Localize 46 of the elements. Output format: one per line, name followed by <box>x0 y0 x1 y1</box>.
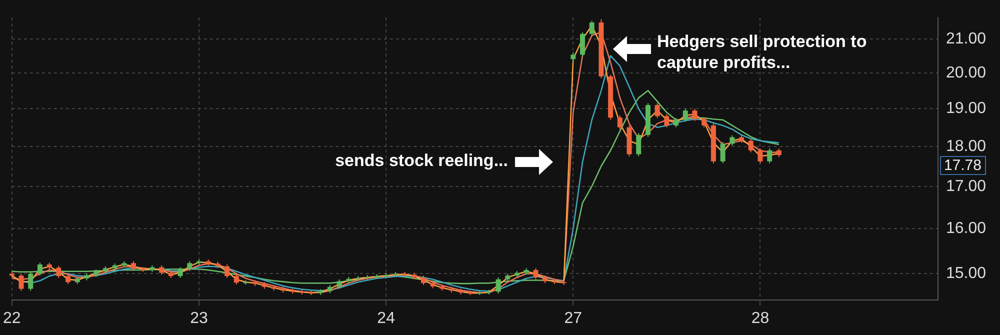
candlestick <box>702 116 707 128</box>
y-tick-label: 15.00 <box>946 265 986 282</box>
candlestick <box>664 114 670 128</box>
candlestick <box>420 275 426 286</box>
candlestick <box>720 141 726 164</box>
x-tick-label: 23 <box>190 310 208 327</box>
candlestick <box>66 274 71 285</box>
candlestick <box>692 108 698 122</box>
candlestick <box>224 264 230 278</box>
y-tick-label: 21.00 <box>946 30 986 48</box>
x-tick-label: 28 <box>751 310 770 327</box>
candlestick <box>654 102 660 118</box>
candlestick <box>336 278 342 290</box>
y-tick-label: 18.00 <box>946 138 986 155</box>
candlestick <box>187 260 192 272</box>
y-tick-label: 17.00 <box>946 178 986 195</box>
candlestick <box>767 148 772 164</box>
candlestick <box>533 268 538 280</box>
candlestick <box>682 108 688 122</box>
candlestick <box>636 132 642 157</box>
candlestick <box>589 20 594 36</box>
candlestick <box>758 148 763 164</box>
candlestick <box>580 32 586 57</box>
candlestick <box>496 276 501 294</box>
x-tick-label: 22 <box>3 310 21 327</box>
y-tick-label: 19.00 <box>946 100 986 118</box>
candlestick <box>748 138 754 153</box>
candlestick <box>674 117 679 128</box>
candlestick <box>131 260 136 272</box>
candlestick <box>159 264 164 276</box>
candlestick <box>56 265 62 278</box>
x-tick-label: 24 <box>377 310 396 327</box>
annotation: sends stock reeling... <box>334 150 508 171</box>
candlestick <box>570 52 576 64</box>
candlestick <box>617 114 622 130</box>
candlestick <box>730 134 735 146</box>
candlestick <box>178 266 183 278</box>
candlestick <box>18 273 24 292</box>
y-tick-label: 16.00 <box>946 220 986 238</box>
candlestick <box>37 262 42 276</box>
text: 17.78 <box>940 156 986 176</box>
y-tick-label: 20.00 <box>946 64 986 82</box>
x-tick-label: 27 <box>564 310 582 327</box>
candlestick <box>28 271 34 292</box>
candlestick <box>234 274 239 286</box>
annotation: Hedgers sell protection to capture profits... <box>657 31 868 73</box>
